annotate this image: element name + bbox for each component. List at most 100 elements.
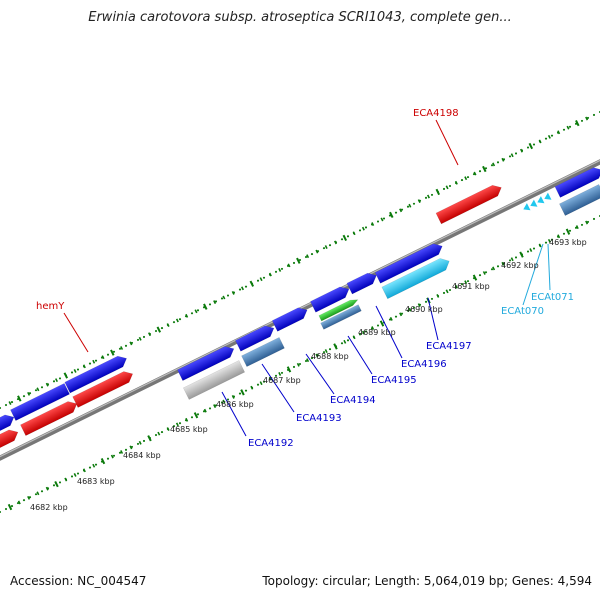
trna-chevron[interactable] bbox=[522, 203, 531, 213]
gene-eca4196[interactable] bbox=[346, 270, 379, 295]
ring-dot bbox=[580, 119, 584, 122]
ring-dot bbox=[226, 294, 230, 297]
ring-tick bbox=[45, 486, 49, 491]
ring-dot bbox=[592, 113, 596, 117]
ring-tick bbox=[547, 238, 551, 243]
ring-dot bbox=[496, 265, 500, 268]
ring-dot bbox=[412, 202, 416, 205]
ring-dot bbox=[550, 238, 554, 241]
ring-tick bbox=[278, 268, 282, 272]
ring-tick bbox=[17, 395, 22, 402]
ring-dot bbox=[292, 261, 296, 265]
trna-chevron[interactable] bbox=[529, 199, 538, 210]
ring-dot bbox=[364, 226, 368, 229]
ring-tick bbox=[510, 153, 514, 158]
ring-dot bbox=[226, 398, 230, 401]
gene-label-eca4197[interactable]: ECA4197 bbox=[426, 341, 472, 352]
trna-chevron[interactable] bbox=[543, 192, 552, 203]
ring-dot bbox=[70, 371, 74, 374]
ring-dot bbox=[190, 312, 194, 315]
ring-dot bbox=[154, 433, 158, 437]
gene-label-hemy[interactable]: hemY bbox=[36, 301, 65, 312]
gene-label-eca4195[interactable]: ECA4195 bbox=[371, 375, 417, 386]
genome-summary-text: Topology: circular; Length: 5,064,019 bp… bbox=[262, 574, 592, 588]
gene-blue[interactable] bbox=[0, 412, 17, 441]
ring-tick bbox=[454, 180, 458, 185]
ring-tick bbox=[73, 369, 77, 373]
gene-eca4192-pseudo[interactable] bbox=[182, 360, 246, 400]
ring-tick bbox=[315, 353, 319, 358]
gene-eca4193[interactable] bbox=[235, 323, 276, 352]
ring-tick bbox=[520, 148, 523, 153]
ring-dot bbox=[52, 484, 56, 487]
ring-tick bbox=[231, 290, 235, 295]
gene-eca4197[interactable] bbox=[374, 241, 445, 284]
ring-dot bbox=[430, 297, 434, 300]
ring-tick bbox=[315, 249, 319, 254]
gene-blue-edge[interactable] bbox=[554, 165, 600, 198]
trna-chevron[interactable] bbox=[536, 196, 545, 206]
ring-tick bbox=[389, 316, 393, 321]
ring-dot bbox=[484, 167, 488, 170]
gene-eca4195-rna[interactable] bbox=[320, 304, 362, 330]
ring-tick bbox=[193, 412, 199, 419]
gene-label-eca4194[interactable]: ECA4194 bbox=[330, 395, 376, 406]
ring-tick bbox=[361, 330, 365, 335]
ring-dot bbox=[118, 451, 122, 454]
ring-tick bbox=[472, 274, 478, 281]
ring-tick bbox=[82, 468, 86, 473]
gene-eca4195-green[interactable] bbox=[318, 297, 359, 322]
ring-tick bbox=[566, 125, 570, 130]
gene-label-eca4196[interactable]: ECA4196 bbox=[401, 359, 447, 370]
ring-dot bbox=[478, 170, 482, 173]
gene-eca4197-cyan[interactable] bbox=[381, 255, 452, 300]
ring-tick bbox=[482, 271, 486, 275]
ring-dot bbox=[568, 229, 572, 232]
gene-blue[interactable] bbox=[10, 383, 70, 421]
ring-dot bbox=[262, 276, 266, 279]
ring-tick bbox=[63, 372, 69, 379]
ring-tick bbox=[120, 450, 124, 454]
gene-labels[interactable]: ECA4198 hemY ECA4192 ECA4193 ECA4194 ECA… bbox=[36, 108, 574, 449]
gene-label-eca4192[interactable]: ECA4192 bbox=[248, 438, 294, 449]
ring-dot bbox=[376, 220, 380, 223]
gene-steel-edge[interactable] bbox=[559, 184, 600, 216]
gene-eca4194[interactable] bbox=[271, 305, 310, 332]
ring-tick bbox=[194, 309, 198, 314]
ring-tick bbox=[417, 303, 421, 308]
ring-tick bbox=[287, 263, 291, 268]
ring-tick bbox=[92, 359, 96, 364]
ring-tick bbox=[120, 346, 124, 350]
gene-label-eca4198[interactable]: ECA4198 bbox=[413, 108, 459, 119]
gene-label-eca4193[interactable]: ECA4193 bbox=[296, 413, 342, 424]
gene-eca4193-rna[interactable] bbox=[241, 336, 285, 368]
ring-dot bbox=[274, 374, 278, 377]
ring-dot bbox=[526, 250, 530, 253]
ring-tick bbox=[240, 389, 245, 396]
gene-label-ecat070[interactable]: ECAt070 bbox=[501, 306, 544, 317]
ring-tick bbox=[138, 440, 142, 445]
ring-tick bbox=[175, 318, 179, 323]
ring-tick bbox=[585, 220, 589, 225]
gene-track[interactable] bbox=[0, 165, 600, 456]
gene-red[interactable] bbox=[20, 398, 79, 436]
gene-label-ecat071[interactable]: ECAt071 bbox=[531, 292, 574, 303]
gene-red[interactable] bbox=[0, 427, 21, 456]
ring-dot bbox=[94, 463, 98, 466]
gene-eca4192[interactable] bbox=[177, 343, 236, 381]
ring-dot bbox=[76, 472, 80, 475]
ring-tick bbox=[296, 257, 301, 264]
gene-red[interactable] bbox=[72, 368, 136, 408]
gene-eca4198[interactable] bbox=[435, 182, 504, 225]
ring-tick bbox=[575, 225, 579, 230]
gene-eca4195[interactable] bbox=[310, 284, 351, 313]
ring-dot bbox=[238, 392, 242, 395]
ring-dot bbox=[58, 377, 62, 380]
ring-dot bbox=[172, 321, 176, 324]
ring-tick bbox=[324, 245, 328, 249]
gene-hemy[interactable] bbox=[64, 353, 129, 394]
ring-dot bbox=[568, 125, 572, 128]
ring-tick bbox=[510, 257, 514, 262]
ring-tick bbox=[352, 231, 356, 236]
